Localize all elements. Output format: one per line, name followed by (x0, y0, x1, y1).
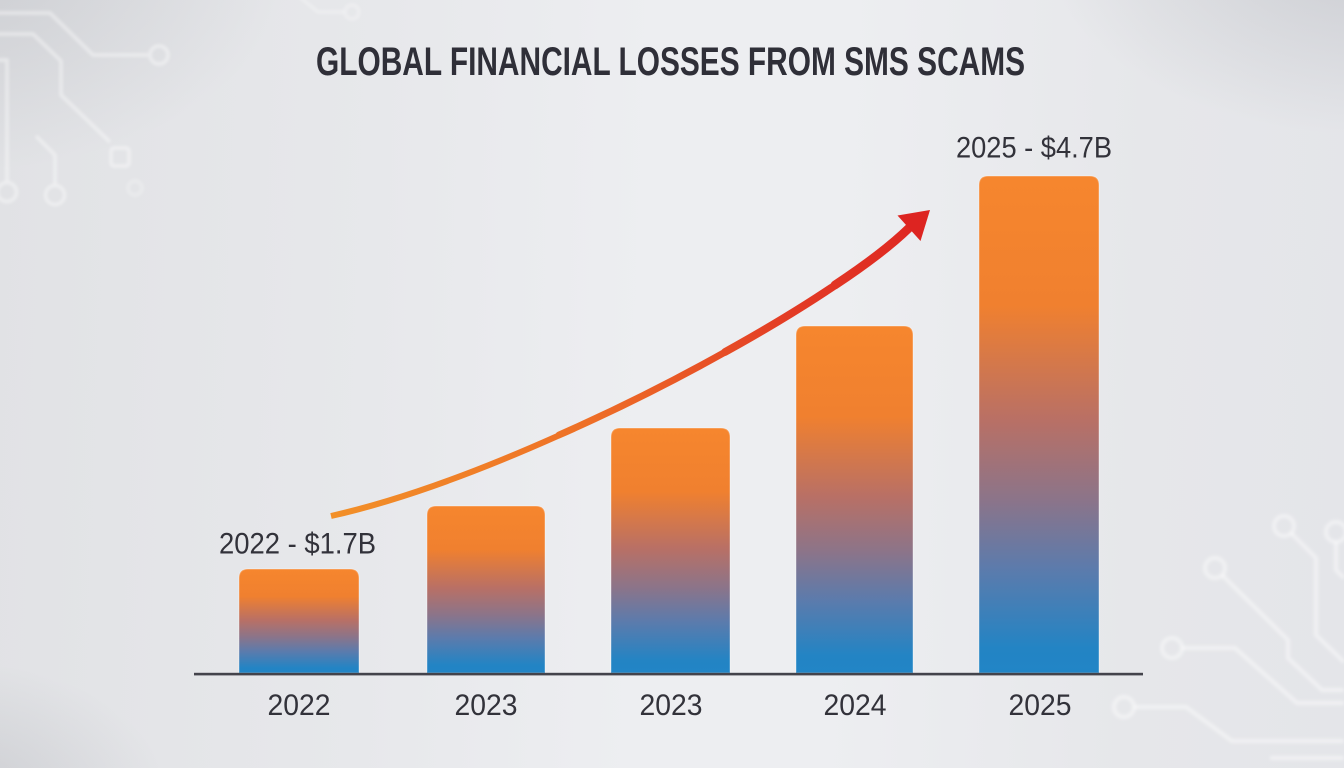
svg-text:2025 - $4.7B: 2025 - $4.7B (956, 132, 1112, 165)
svg-text:2023: 2023 (640, 689, 703, 722)
svg-text:2024: 2024 (824, 689, 887, 722)
svg-text:2023: 2023 (455, 689, 518, 722)
svg-text:2025: 2025 (1009, 689, 1072, 722)
svg-text:2022: 2022 (268, 689, 331, 722)
svg-text:2022 - $1.7B: 2022 - $1.7B (219, 528, 376, 561)
svg-text:GLOBAL FINANCIAL LOSSES FROM S: GLOBAL FINANCIAL LOSSES FROM SMS SCAMS (316, 40, 1025, 84)
